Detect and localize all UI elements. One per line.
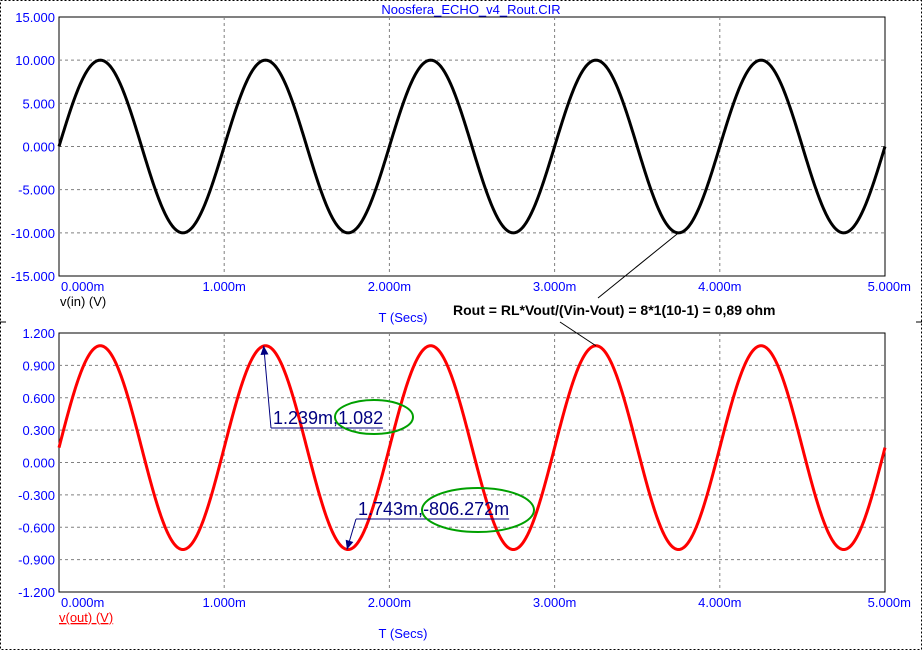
cursor-max-highlight-ellipse bbox=[334, 399, 414, 435]
top-y-tick-label: 0.000 bbox=[22, 140, 55, 155]
bottom-y-tick-label: 1.200 bbox=[22, 326, 55, 341]
bottom-y-tick-label: 0.000 bbox=[22, 456, 55, 471]
bottom-y-tick-label: 0.600 bbox=[22, 391, 55, 406]
top-x-tick-labels: 0.000m 1.000m 2.000m 3.000m 4.000m 5.000m bbox=[61, 279, 911, 294]
cursor-max-arrow bbox=[263, 345, 272, 429]
bottom-x-axis-label: T (Secs) bbox=[379, 626, 428, 641]
top-y-axis-label: v(in) (V) bbox=[60, 294, 106, 309]
top-y-tick-label: 15.000 bbox=[15, 10, 55, 25]
bottom-x-tick-label: 4.000m bbox=[698, 595, 741, 610]
top-x-tick-label: 5.000m bbox=[868, 279, 911, 294]
bottom-y-tick-label: -0.900 bbox=[18, 553, 55, 568]
top-x-tick-label: 0.000m bbox=[61, 279, 104, 294]
bottom-x-tick-label: 2.000m bbox=[368, 595, 411, 610]
bottom-x-tick-label: 1.000m bbox=[203, 595, 246, 610]
bottom-y-tick-label: -1.200 bbox=[18, 585, 55, 600]
bottom-gridlines bbox=[59, 333, 885, 592]
top-x-tick-label: 3.000m bbox=[533, 279, 576, 294]
top-y-tick-label: 5.000 bbox=[22, 96, 55, 111]
bottom-y-tick-label: -0.600 bbox=[18, 520, 55, 535]
bottom-y-tick-label: -0.300 bbox=[18, 488, 55, 503]
top-x-tick-label: 4.000m bbox=[698, 279, 741, 294]
cursor-min-time-label: 1.743m bbox=[358, 499, 418, 519]
chart-title: Noosfera_ECHO_v4_Rout.CIR bbox=[381, 2, 560, 17]
bottom-x-tick-label: 0.000m bbox=[61, 595, 104, 610]
top-y-tick-label: -15.000 bbox=[11, 269, 55, 284]
vin-series-line[interactable] bbox=[57, 58, 887, 235]
rout-formula-annotation[interactable]: Rout = RL*Vout/(Vin-Vout) = 8*1(10-1) = … bbox=[453, 232, 775, 347]
top-x-tick-label: 2.000m bbox=[368, 279, 411, 294]
bottom-x-tick-label: 5.000m bbox=[868, 595, 911, 610]
cursor-min-arrowhead bbox=[345, 539, 354, 550]
rout-formula-text: Rout = RL*Vout/(Vin-Vout) = 8*1(10-1) = … bbox=[453, 302, 775, 318]
cursor-min-highlight-ellipse bbox=[421, 487, 535, 533]
top-y-tick-label: -5.000 bbox=[18, 183, 55, 198]
formula-pointer-bottom bbox=[559, 321, 597, 347]
bottom-x-tick-label: 3.000m bbox=[533, 595, 576, 610]
top-y-tick-label: 10.000 bbox=[15, 53, 55, 68]
top-plot: 15.000 10.000 5.000 0.000 -5.000 -10.000 -15.0… bbox=[11, 10, 911, 325]
cursor-max-arrowhead bbox=[260, 345, 269, 356]
top-y-tick-labels: 15.000 10.000 5.000 0.000 -5.000 -10.000 -15.0… bbox=[11, 10, 55, 284]
cursor-marker-min[interactable]: 1.743m , -806.272m bbox=[345, 487, 535, 550]
cursor-max-value-label: 1.082 bbox=[338, 408, 383, 428]
cursor-min-value-label: -806.272m bbox=[423, 499, 509, 519]
top-x-axis-label: T (Secs) bbox=[379, 310, 428, 325]
bottom-y-tick-label: 0.300 bbox=[22, 423, 55, 438]
bottom-plot: 1.200 0.900 0.600 0.300 0.000 -0.300 -0.600 -0.… bbox=[18, 326, 911, 641]
top-x-tick-label: 1.000m bbox=[203, 279, 246, 294]
cursor-marker-max[interactable]: 1.239m , 1.082 bbox=[260, 345, 414, 435]
bottom-y-axis-label: v(out) (V) bbox=[59, 610, 113, 625]
cursor-min-separator: , bbox=[418, 499, 423, 519]
formula-pointer-top bbox=[597, 232, 679, 299]
bottom-x-tick-labels: 0.000m 1.000m 2.000m 3.000m 4.000m 5.000m bbox=[61, 595, 911, 610]
bottom-y-tick-labels: 1.200 0.900 0.600 0.300 0.000 -0.300 -0.600 -0.… bbox=[18, 326, 55, 600]
bottom-y-tick-label: 0.900 bbox=[22, 358, 55, 373]
top-gridlines bbox=[59, 17, 885, 276]
top-y-tick-label: -10.000 bbox=[11, 226, 55, 241]
vout-series-line[interactable] bbox=[57, 344, 887, 552]
cursor-max-time-label: 1.239m bbox=[273, 408, 333, 428]
